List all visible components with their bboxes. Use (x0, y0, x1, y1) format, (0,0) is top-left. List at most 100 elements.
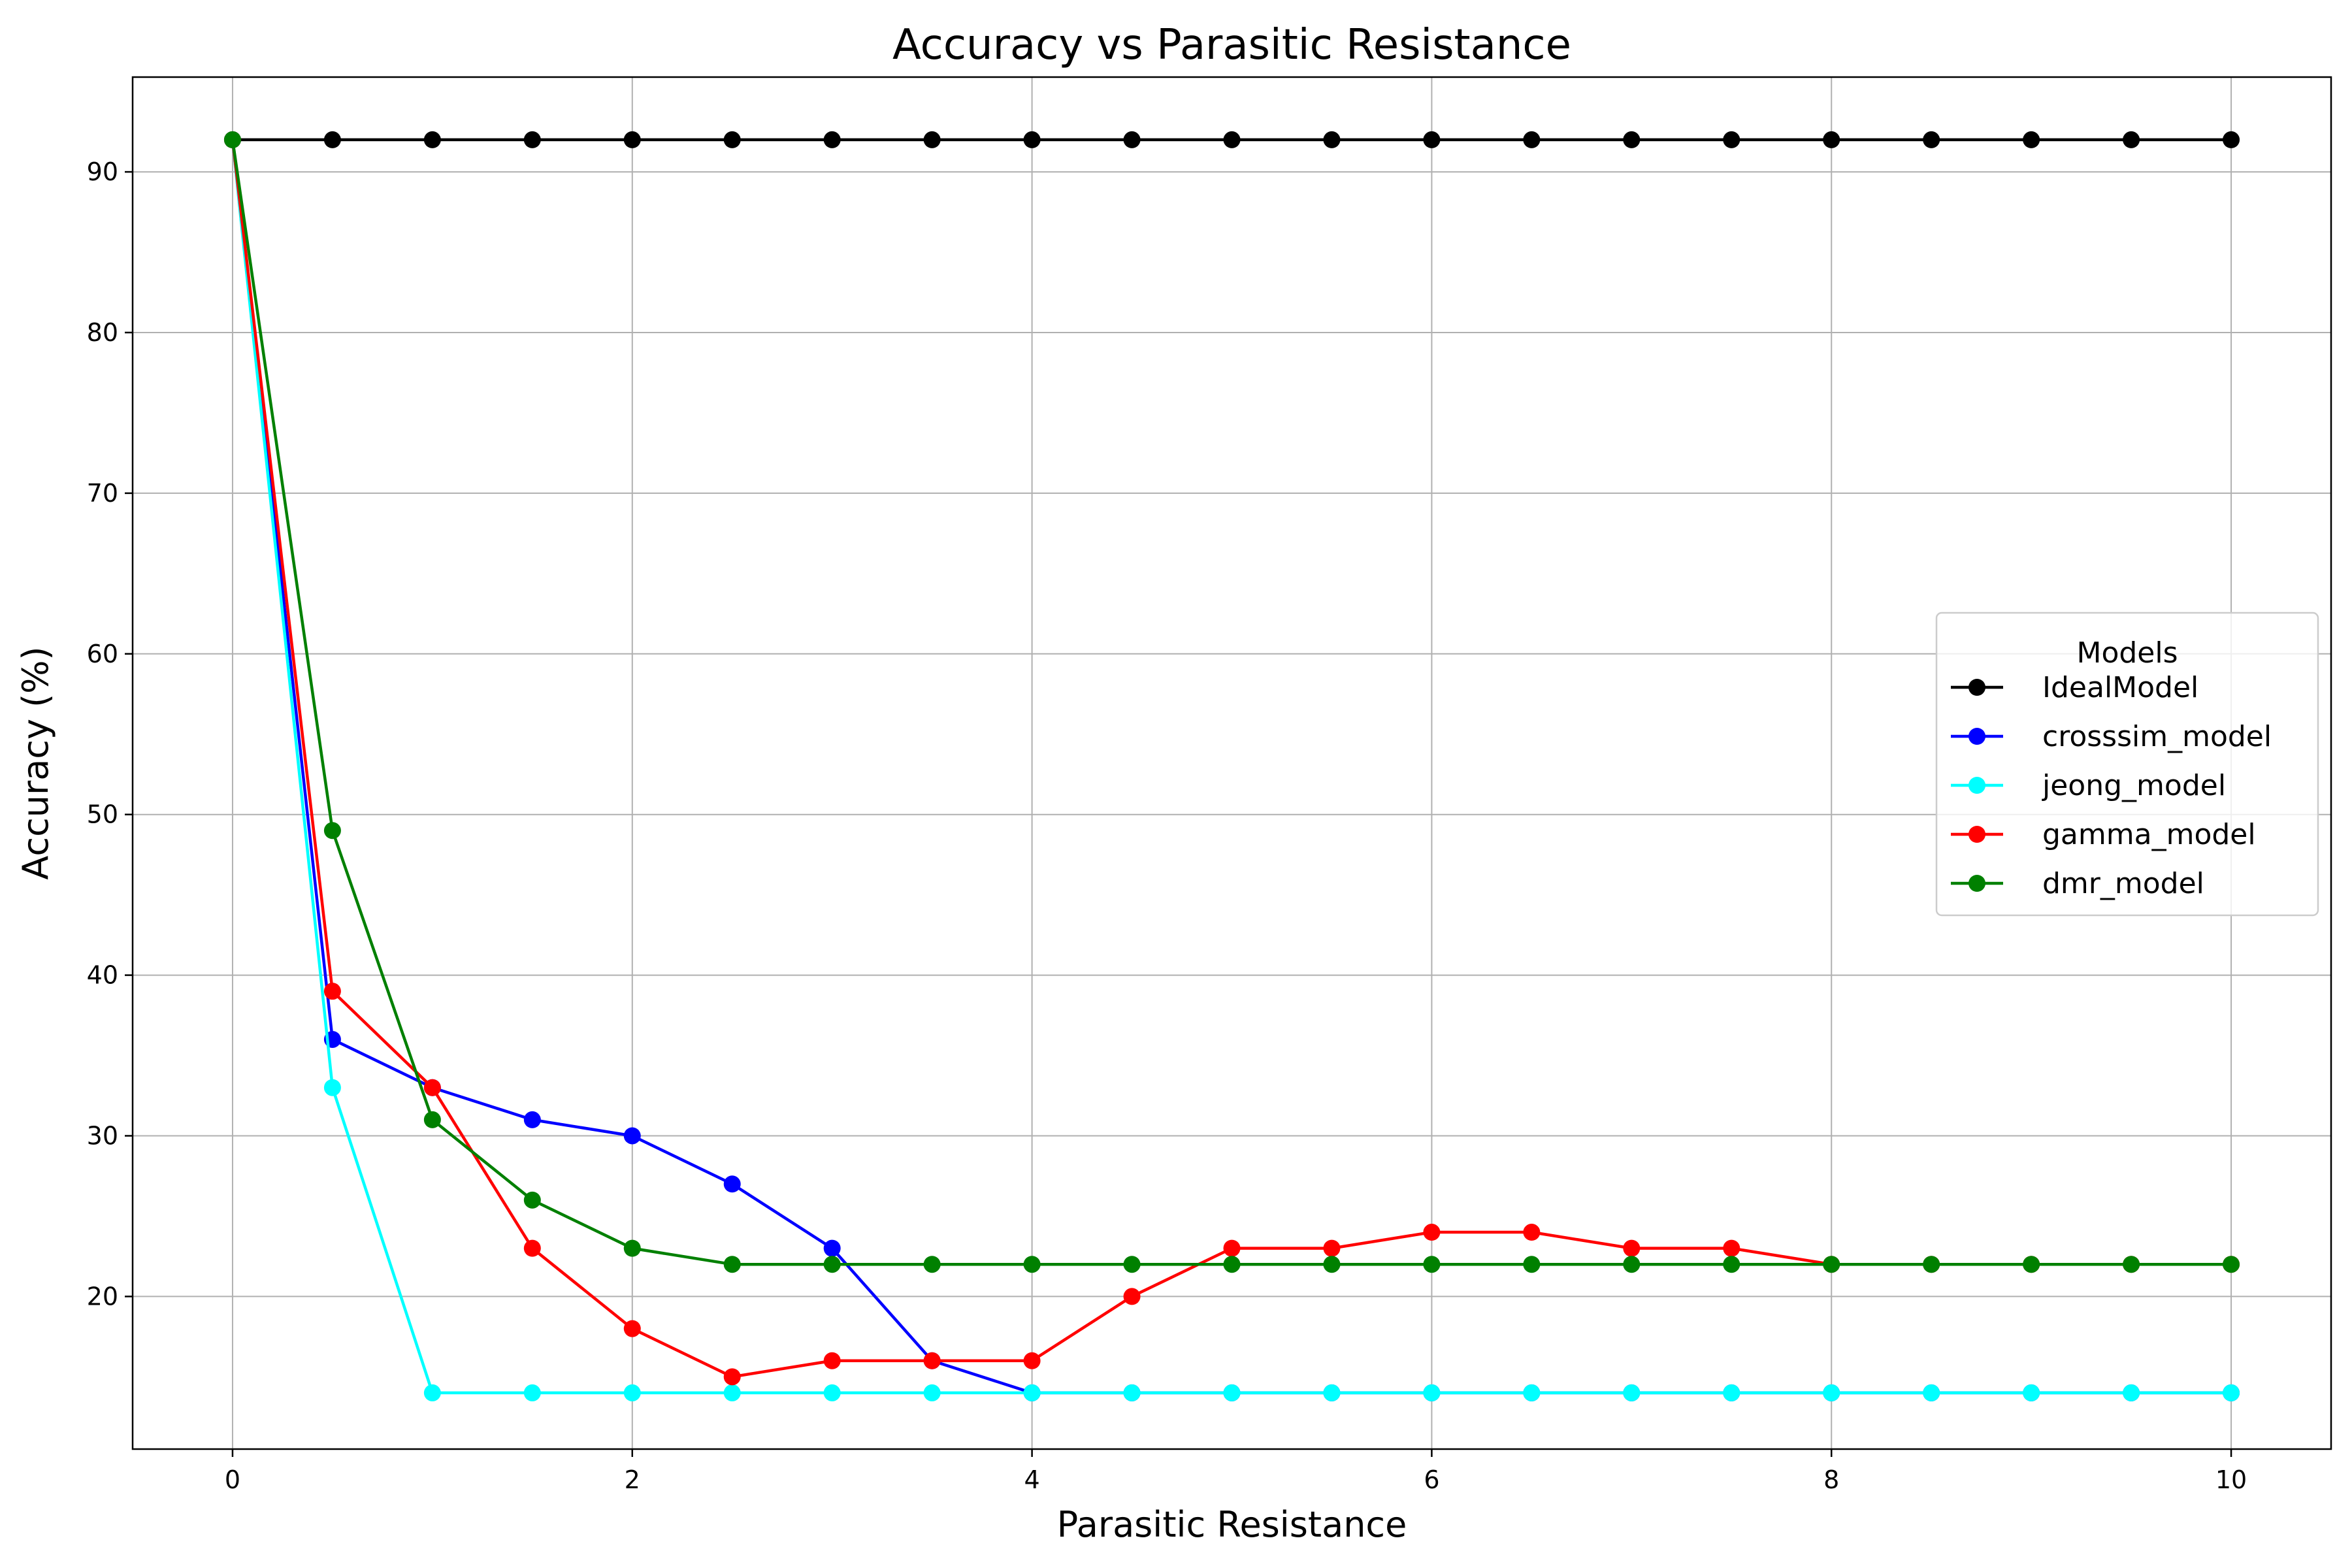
legend-item-jeong-model: jeong_model (1951, 769, 2226, 802)
legend-label: jeong_model (2042, 769, 2226, 802)
data-point-dmr-model (1623, 1256, 1641, 1273)
data-point-dmr-model (423, 1111, 441, 1128)
plot-frame (131, 76, 2332, 1450)
data-point-jeong-model (623, 1384, 641, 1401)
tick-layer: 0 2 4 6 8 10 20 30 40 50 60 70 80 90 (87, 157, 2247, 1494)
data-point-idealmodel (923, 131, 941, 148)
data-point-dmr-model (2223, 1256, 2240, 1273)
data-point-gamma-model (323, 983, 341, 1000)
data-point-idealmodel (2223, 131, 2240, 148)
data-point-gamma-model (1323, 1239, 1341, 1257)
x-tick-label: 2 (625, 1465, 640, 1494)
data-point-idealmodel (523, 131, 541, 148)
data-point-dmr-model (223, 131, 241, 148)
data-point-crosssim-model (523, 1111, 541, 1128)
y-tick-label: 90 (87, 157, 118, 186)
data-point-jeong-model (1023, 1384, 1041, 1401)
data-point-dmr-model (1223, 1256, 1241, 1273)
series-line-dmr-model (231, 139, 2232, 1266)
data-point-idealmodel (1923, 131, 1940, 148)
legend-label: crosssim_model (2042, 720, 2272, 753)
data-point-idealmodel (1323, 131, 1341, 148)
legend-item-gamma-model: gamma_model (1951, 818, 2256, 851)
data-point-dmr-model (1923, 1256, 1940, 1273)
data-point-idealmodel (1723, 131, 1740, 148)
x-tick-label: 4 (1024, 1465, 1039, 1494)
legend-swatch-marker (1968, 728, 1985, 745)
legend-title: Models (2076, 636, 2178, 670)
data-point-gamma-model (823, 1352, 841, 1369)
data-point-jeong-model (1123, 1384, 1141, 1401)
legend-swatch-marker (1968, 777, 1985, 794)
y-tick-label: 80 (87, 318, 118, 347)
data-point-idealmodel (1523, 131, 1541, 148)
y-tick-label: 70 (87, 479, 118, 508)
x-tick-label: 8 (1823, 1465, 1839, 1494)
data-point-jeong-model (1523, 1384, 1541, 1401)
data-point-idealmodel (423, 131, 441, 148)
data-point-jeong-model (823, 1384, 841, 1401)
data-point-crosssim-model (823, 1239, 841, 1257)
y-tick-label: 40 (87, 961, 118, 990)
data-point-dmr-model (1123, 1256, 1141, 1273)
data-point-dmr-model (523, 1191, 541, 1209)
data-point-idealmodel (1423, 131, 1441, 148)
data-point-gamma-model (923, 1352, 941, 1369)
data-point-idealmodel (623, 131, 641, 148)
data-point-dmr-model (723, 1256, 741, 1273)
legend-label: dmr_model (2042, 867, 2204, 900)
data-point-jeong-model (523, 1384, 541, 1401)
data-point-gamma-model (1423, 1224, 1441, 1241)
x-tick-label: 6 (1424, 1465, 1439, 1494)
y-axis-label: Accuracy (%) (15, 646, 56, 879)
data-point-idealmodel (323, 131, 341, 148)
legend-swatch-marker (1968, 826, 1985, 843)
data-point-dmr-model (623, 1239, 641, 1257)
data-point-idealmodel (823, 131, 841, 148)
data-point-dmr-model (1723, 1256, 1740, 1273)
y-tick-label: 30 (87, 1121, 118, 1150)
data-point-gamma-model (1523, 1224, 1541, 1241)
series-layer (223, 131, 2240, 1401)
data-point-jeong-model (423, 1384, 441, 1401)
data-point-gamma-model (1123, 1288, 1141, 1305)
x-tick-label: 0 (225, 1465, 240, 1494)
legend-label: IdealModel (2042, 671, 2198, 704)
legend-swatch-marker (1968, 679, 1985, 696)
series-line-gamma-model (231, 139, 2232, 1379)
y-tick-label: 50 (87, 800, 118, 829)
legend: Models IdealModel crosssim_model jeong_mod… (1935, 612, 2319, 917)
y-tick-label: 60 (87, 640, 118, 668)
series-dmr-model (223, 131, 2240, 1273)
data-point-jeong-model (1823, 1384, 1840, 1401)
data-point-gamma-model (623, 1320, 641, 1337)
data-point-dmr-model (1823, 1256, 1840, 1273)
data-point-gamma-model (1723, 1239, 1740, 1257)
data-point-dmr-model (1523, 1256, 1541, 1273)
data-point-idealmodel (1223, 131, 1241, 148)
data-point-jeong-model (1423, 1384, 1441, 1401)
data-point-dmr-model (1423, 1256, 1441, 1273)
data-point-dmr-model (2023, 1256, 2040, 1273)
data-point-jeong-model (923, 1384, 941, 1401)
data-point-dmr-model (323, 822, 341, 840)
chart-title: Accuracy vs Parasitic Resistance (892, 21, 1571, 69)
data-point-crosssim-model (723, 1175, 741, 1193)
data-point-gamma-model (723, 1368, 741, 1386)
legend-label: gamma_model (2042, 818, 2256, 851)
data-point-gamma-model (1223, 1239, 1241, 1257)
data-point-jeong-model (1223, 1384, 1241, 1401)
data-point-idealmodel (2023, 131, 2040, 148)
data-point-gamma-model (1023, 1352, 1041, 1369)
data-point-dmr-model (2123, 1256, 2140, 1273)
y-tick-label: 20 (87, 1282, 118, 1311)
data-point-dmr-model (1023, 1256, 1041, 1273)
data-point-dmr-model (923, 1256, 941, 1273)
data-point-jeong-model (2223, 1384, 2240, 1401)
legend-items: IdealModel crosssim_model jeong_modelgamma… (1951, 671, 2272, 900)
legend-item-crosssim-model: crosssim_model (1951, 720, 2272, 753)
data-point-idealmodel (1023, 131, 1041, 148)
legend-item-idealmodel: IdealModel (1951, 671, 2198, 704)
